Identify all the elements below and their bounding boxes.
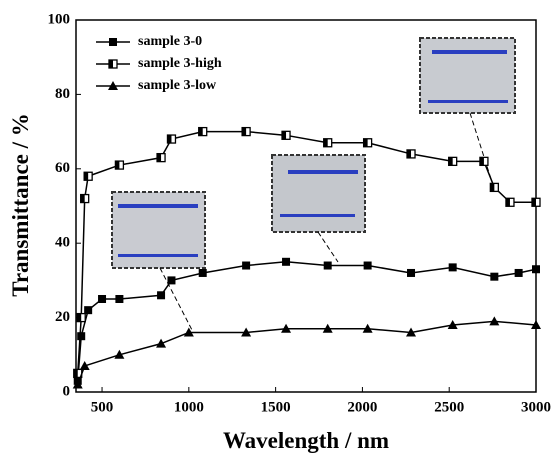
- x-tick-label: 2000: [347, 399, 377, 415]
- inset-photo: [419, 37, 516, 183]
- marker-half: [363, 138, 368, 147]
- marker-half: [115, 161, 120, 170]
- marker-half: [198, 127, 203, 136]
- marker: [489, 316, 500, 326]
- marker-half: [407, 149, 412, 158]
- x-axis-title: Wavelength / nm: [223, 428, 389, 453]
- marker: [514, 268, 523, 277]
- marker-half: [109, 60, 113, 68]
- marker: [157, 291, 166, 300]
- y-tick-label: 80: [55, 86, 70, 102]
- marker: [323, 261, 332, 270]
- marker: [198, 268, 207, 277]
- inset-photo: [111, 191, 206, 331]
- legend-marker: [109, 38, 117, 46]
- y-tick-label: 0: [63, 383, 71, 399]
- marker: [322, 323, 333, 333]
- marker-half: [532, 198, 536, 207]
- series-line: [76, 261, 537, 381]
- marker-half: [80, 194, 85, 203]
- marker-half: [73, 369, 78, 378]
- legend-label: sample 3-high: [138, 56, 222, 71]
- marker-half: [242, 127, 247, 136]
- legend-marker: [108, 81, 118, 90]
- marker: [167, 276, 176, 285]
- x-tick-label: 500: [91, 399, 114, 415]
- marker: [79, 360, 90, 370]
- marker: [363, 261, 372, 270]
- marker: [490, 272, 499, 281]
- marker: [72, 379, 83, 389]
- marker-half: [448, 157, 453, 166]
- marker: [447, 320, 458, 330]
- marker-half: [77, 313, 82, 322]
- x-tick-label: 2500: [434, 399, 464, 415]
- x-tick-label: 1500: [261, 399, 291, 415]
- x-tick-label: 1000: [174, 399, 204, 415]
- y-tick-label: 40: [55, 235, 70, 251]
- marker: [362, 323, 373, 333]
- marker: [114, 349, 125, 359]
- legend-label: sample 3-0: [138, 34, 202, 49]
- x-tick-label: 3000: [521, 399, 551, 415]
- legend-label: sample 3-low: [138, 78, 217, 93]
- marker-half: [505, 198, 510, 207]
- marker: [77, 332, 86, 341]
- y-tick-label: 60: [55, 160, 70, 176]
- marker-half: [157, 153, 162, 162]
- series-line: [77, 320, 537, 385]
- marker: [406, 327, 417, 337]
- marker: [407, 268, 416, 277]
- marker-half: [323, 138, 328, 147]
- marker-half: [167, 135, 172, 144]
- marker: [448, 263, 457, 272]
- y-tick-label: 100: [48, 11, 71, 27]
- marker: [84, 306, 93, 315]
- marker-half: [490, 183, 495, 192]
- marker: [241, 327, 252, 337]
- marker: [242, 261, 251, 270]
- marker: [115, 295, 124, 303]
- marker-half: [479, 157, 484, 166]
- marker: [183, 327, 194, 337]
- marker: [531, 320, 541, 330]
- y-tick-label: 20: [55, 309, 70, 325]
- inset-photo: [271, 154, 366, 263]
- marker: [282, 257, 291, 266]
- marker: [98, 295, 107, 303]
- marker: [532, 265, 540, 274]
- marker: [281, 323, 292, 333]
- y-axis-title: Transmittance / %: [8, 113, 33, 297]
- marker-half: [282, 131, 287, 140]
- marker-half: [84, 172, 89, 181]
- marker: [156, 338, 167, 348]
